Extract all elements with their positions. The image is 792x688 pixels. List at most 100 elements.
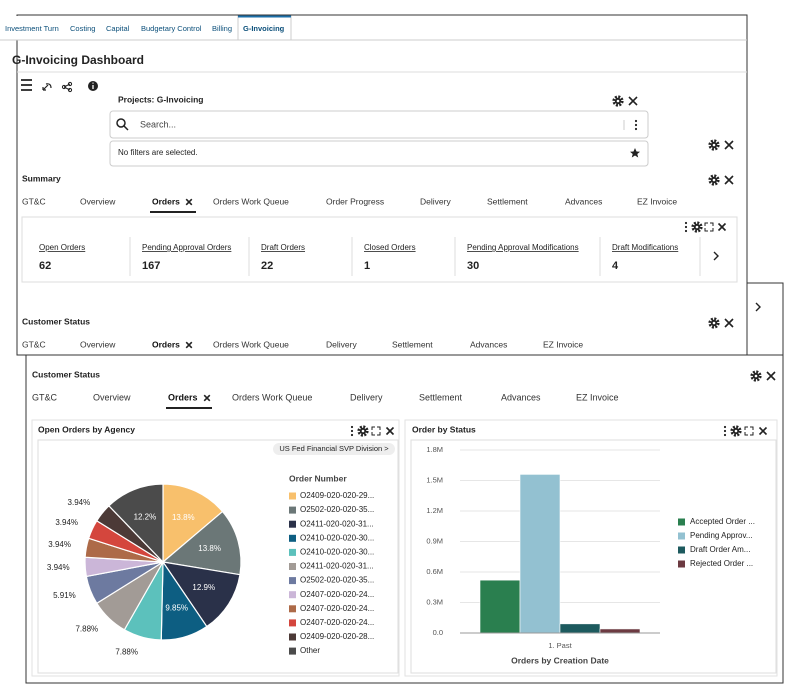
- close-icon[interactable]: [724, 140, 734, 150]
- legend-swatch: [289, 619, 296, 627]
- tab[interactable]: Orders: [168, 392, 198, 402]
- more-icon[interactable]: [723, 425, 727, 429]
- settings-icon[interactable]: [357, 425, 369, 437]
- metric-label[interactable]: Pending Approval Modifications: [467, 243, 579, 252]
- settings-icon[interactable]: [750, 370, 762, 382]
- chevron-icon[interactable]: [755, 302, 761, 312]
- tab[interactable]: Settlement: [392, 339, 433, 349]
- close-icon[interactable]: [717, 222, 727, 232]
- legend-swatch: [678, 546, 685, 554]
- more-icon[interactable]: [350, 429, 354, 433]
- settings-icon-hole: [616, 99, 620, 103]
- more-icon[interactable]: [350, 433, 354, 437]
- close-icon[interactable]: [628, 96, 638, 106]
- share-icon[interactable]: [63, 83, 71, 91]
- expand-icon[interactable]: [371, 426, 381, 436]
- legend-label: O2409-020-020-28...: [300, 632, 374, 641]
- legend-label: O2409-020-020-29...: [300, 491, 374, 500]
- settings-icon[interactable]: [612, 95, 624, 107]
- tab[interactable]: Orders Work Queue: [213, 339, 289, 349]
- tab[interactable]: EZ Invoice: [637, 196, 677, 206]
- settings-icon[interactable]: [708, 139, 720, 151]
- metric-value: 30: [467, 260, 479, 272]
- tab[interactable]: Delivery: [420, 196, 451, 206]
- close-icon[interactable]: [724, 318, 734, 328]
- app-tab[interactable]: Investment Turn: [5, 24, 59, 33]
- tab[interactable]: Overview: [80, 339, 116, 349]
- tab[interactable]: Settlement: [487, 196, 528, 206]
- metric-label[interactable]: Draft Modifications: [612, 243, 678, 252]
- legend-swatch: [678, 518, 685, 526]
- tab[interactable]: Advances: [470, 339, 507, 349]
- settings-icon[interactable]: [691, 221, 703, 233]
- more-icon[interactable]: [684, 221, 688, 225]
- metric-value: 62: [39, 260, 51, 272]
- more-icon[interactable]: [684, 229, 688, 233]
- tab[interactable]: Delivery: [350, 392, 383, 402]
- tab[interactable]: GT&C: [22, 196, 46, 206]
- chevron-icon[interactable]: [713, 251, 719, 261]
- metric-label[interactable]: Open Orders: [39, 243, 85, 252]
- tab[interactable]: Orders: [152, 196, 180, 206]
- metric-label[interactable]: Draft Orders: [261, 243, 305, 252]
- close-icon[interactable]: [203, 394, 211, 402]
- more-icon[interactable]: [684, 225, 688, 229]
- close-icon[interactable]: [185, 341, 193, 349]
- more-icon[interactable]: [634, 119, 638, 123]
- legend-label: Accepted Order ...: [690, 517, 755, 526]
- tab[interactable]: Settlement: [419, 392, 463, 402]
- tab[interactable]: Orders Work Queue: [213, 196, 289, 206]
- expand-icon[interactable]: [744, 426, 754, 436]
- legend-swatch: [289, 534, 296, 542]
- settings-icon-hole: [712, 321, 716, 325]
- card-title: Open Orders by Agency: [38, 424, 135, 434]
- expand-icon[interactable]: [704, 222, 714, 232]
- tab[interactable]: Orders: [152, 339, 180, 349]
- search-icon: [116, 118, 126, 128]
- app-tab[interactable]: Budgetary Control: [141, 24, 202, 33]
- settings-icon[interactable]: [708, 174, 720, 186]
- tab[interactable]: Overview: [80, 196, 116, 206]
- more-icon[interactable]: [634, 123, 638, 127]
- settings-icon-hole: [754, 374, 758, 378]
- favorite-icon[interactable]: [630, 148, 640, 158]
- tab[interactable]: GT&C: [22, 339, 46, 349]
- more-icon[interactable]: [723, 433, 727, 437]
- app-tab[interactable]: Capital: [106, 24, 130, 33]
- tab[interactable]: GT&C: [32, 392, 58, 402]
- more-icon[interactable]: [634, 127, 638, 131]
- tab[interactable]: Order Progress: [326, 196, 384, 206]
- menu-icon[interactable]: [21, 79, 32, 91]
- slice-label: 12.9%: [192, 583, 215, 592]
- app-tab[interactable]: Costing: [70, 24, 95, 33]
- metric-label[interactable]: Closed Orders: [364, 243, 416, 252]
- close-icon[interactable]: [185, 198, 193, 206]
- metric-value: 167: [142, 260, 160, 272]
- close-icon[interactable]: [758, 426, 768, 436]
- settings-icon[interactable]: [708, 317, 720, 329]
- more-icon[interactable]: [350, 425, 354, 429]
- app-tab[interactable]: Billing: [212, 24, 232, 33]
- tab[interactable]: EZ Invoice: [576, 392, 619, 402]
- search-input[interactable]: Search...: [140, 119, 176, 129]
- tab[interactable]: Orders Work Queue: [232, 392, 312, 402]
- tab[interactable]: Overview: [93, 392, 131, 402]
- settings-icon[interactable]: [730, 425, 742, 437]
- undo-icon[interactable]: [42, 83, 52, 91]
- slice-label: 3.94%: [55, 518, 78, 527]
- card-title: Order by Status: [412, 424, 476, 434]
- drill-button-label[interactable]: US Fed Financial SVP Division >: [279, 444, 389, 453]
- close-icon[interactable]: [724, 175, 734, 185]
- tab[interactable]: Delivery: [326, 339, 357, 349]
- close-icon[interactable]: [385, 426, 395, 436]
- app-tab[interactable]: G-Invoicing: [243, 24, 285, 33]
- tab[interactable]: Advances: [501, 392, 541, 402]
- tab[interactable]: Advances: [565, 196, 602, 206]
- metric-label[interactable]: Pending Approval Orders: [142, 243, 231, 252]
- more-icon[interactable]: [723, 429, 727, 433]
- tab[interactable]: EZ Invoice: [543, 339, 583, 349]
- section-title: Summary: [22, 173, 61, 183]
- metric-value: 22: [261, 260, 273, 272]
- close-icon[interactable]: [766, 371, 776, 381]
